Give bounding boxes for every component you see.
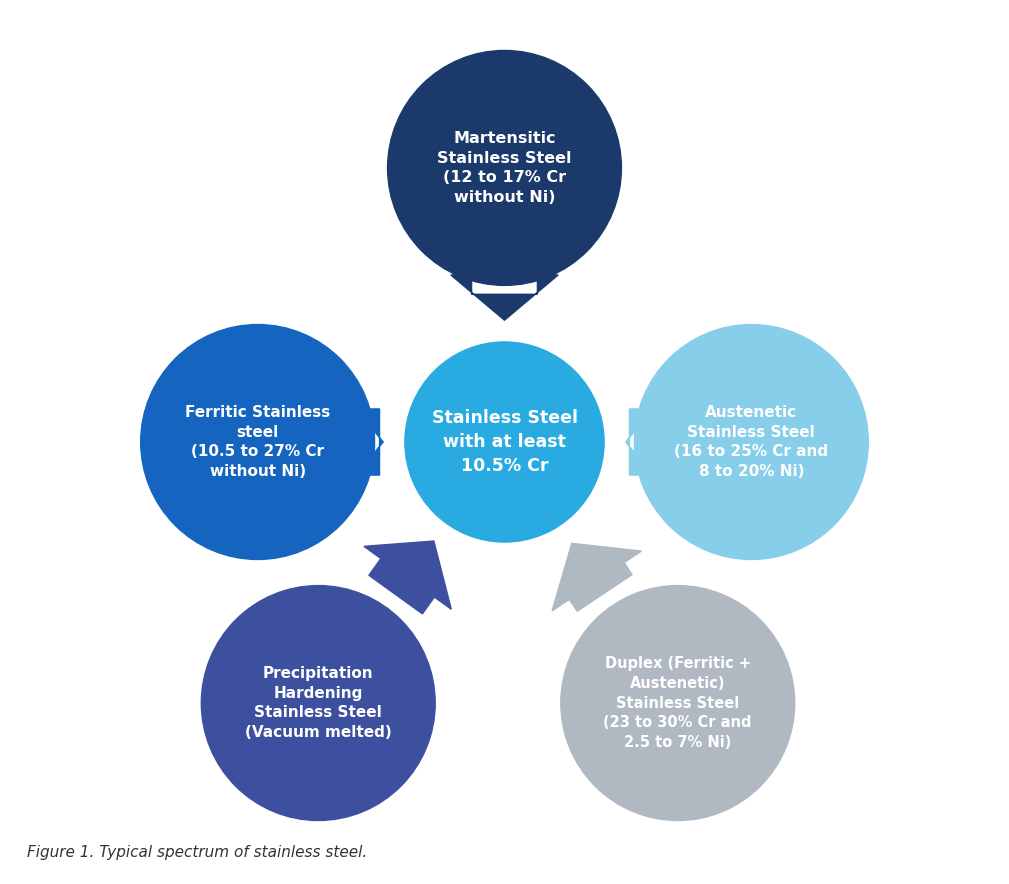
- Circle shape: [635, 324, 869, 560]
- Text: Martensitic
Stainless Steel
(12 to 17% Cr
without Ni): Martensitic Stainless Steel (12 to 17% C…: [437, 131, 572, 205]
- Circle shape: [405, 342, 604, 542]
- Text: Stainless Steel
with at least
10.5% Cr: Stainless Steel with at least 10.5% Cr: [432, 409, 577, 475]
- Polygon shape: [364, 541, 451, 613]
- Circle shape: [561, 585, 795, 820]
- Circle shape: [140, 324, 374, 560]
- Polygon shape: [338, 388, 383, 496]
- Text: Duplex (Ferritic +
Austenetic)
Stainless Steel
(23 to 30% Cr and
2.5 to 7% Ni): Duplex (Ferritic + Austenetic) Stainless…: [603, 656, 752, 751]
- Text: Ferritic Stainless
steel
(10.5 to 27% Cr
without Ni): Ferritic Stainless steel (10.5 to 27% Cr…: [185, 405, 330, 479]
- Polygon shape: [451, 275, 558, 320]
- Text: Austenetic
Stainless Steel
(16 to 25% Cr and
8 to 20% Ni): Austenetic Stainless Steel (16 to 25% Cr…: [674, 405, 828, 479]
- Circle shape: [202, 585, 435, 820]
- Polygon shape: [552, 544, 642, 611]
- Text: Figure 1. Typical spectrum of stainless steel.: Figure 1. Typical spectrum of stainless …: [27, 844, 367, 859]
- Text: Precipitation
Hardening
Stainless Steel
(Vacuum melted): Precipitation Hardening Stainless Steel …: [245, 666, 391, 740]
- Polygon shape: [626, 388, 671, 496]
- Circle shape: [387, 50, 622, 286]
